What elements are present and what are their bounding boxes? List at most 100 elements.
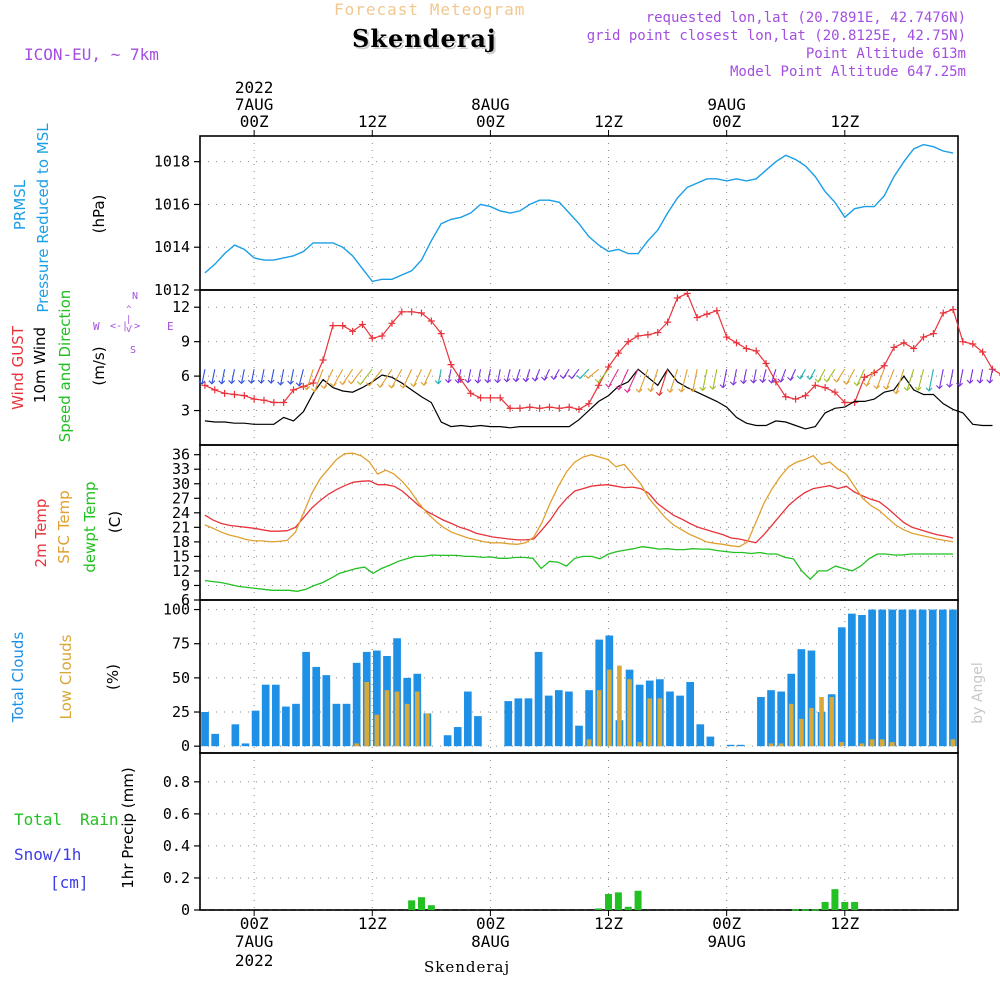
wind-gust-marker: [309, 379, 317, 387]
pressure-line: [204, 143, 954, 283]
wind-arrow-head: [584, 374, 592, 379]
wind-arrow-head: [257, 379, 265, 384]
wind-arrow-head: [624, 388, 631, 394]
wind-arrow-head: [576, 375, 584, 380]
wind-gust-marker: [693, 314, 701, 322]
total-cloud-bar: [524, 698, 533, 747]
wind-arrow-head: [833, 378, 840, 383]
wind-arrow-head: [356, 381, 364, 386]
wind-gust-marker: [614, 349, 622, 357]
wind-gust-marker: [388, 319, 396, 327]
wind-gust-marker: [782, 393, 790, 401]
wind-direction-arrow: [260, 369, 265, 384]
wind-direction-arrow: [467, 369, 472, 383]
top-date-label: 7AUG: [235, 95, 274, 114]
low-cloud-bar: [586, 739, 592, 747]
wind-gust-marker: [585, 400, 593, 408]
wind-direction-arrow: [290, 369, 295, 385]
wind-arrow-head: [311, 388, 318, 393]
wind-arrow-head: [709, 385, 717, 390]
wind-arrow-head: [303, 386, 311, 391]
total-cloud-bar: [463, 691, 472, 747]
wind-direction-arrow: [959, 369, 964, 387]
wind-rose-s: S: [130, 345, 137, 356]
total-cloud-bar: [231, 724, 240, 747]
low-cloud-bar: [829, 696, 834, 747]
wind-arrow-head: [484, 379, 492, 384]
wind-gust-marker: [349, 327, 357, 335]
low-cloud-bar: [778, 743, 784, 747]
total-cloud-bar: [918, 609, 927, 747]
total-cloud-bar: [534, 651, 543, 747]
wind-gust-line: [204, 292, 1000, 411]
rain-bar: [851, 901, 859, 910]
total-cloud-bar: [686, 681, 695, 747]
total-cloud-bar: [211, 733, 220, 747]
wind-direction-arrow: [742, 369, 747, 384]
wind-direction-arrow: [437, 369, 442, 384]
wind-direction-arrow: [402, 368, 413, 389]
wind-direction-arrow: [391, 368, 403, 389]
wind-direction-arrow: [722, 369, 728, 388]
wind-direction-arrow: [771, 369, 777, 384]
rain-bar: [595, 908, 603, 910]
top-hour-label: 12Z: [594, 112, 623, 131]
top-year-label: 2022: [235, 78, 274, 97]
total-cloud-bar: [777, 691, 785, 747]
rain-bar: [821, 901, 829, 910]
low-cloud-bar: [374, 714, 380, 747]
bottom-hour-label: 12Z: [358, 914, 387, 933]
total-cloud-bar: [282, 706, 290, 747]
wind-arrow-head: [320, 384, 328, 390]
total-cloud-bar: [585, 690, 593, 747]
wind-direction-arrow: [638, 369, 649, 393]
wind-arrow-head: [853, 382, 861, 387]
wind-arrow-head: [814, 378, 822, 383]
bottom-hour-label: 00Z: [240, 914, 269, 933]
wind-gust-marker: [516, 404, 524, 412]
total-cloud-bar: [312, 666, 321, 747]
wind-arrow-head: [512, 378, 520, 383]
low-cloud-bar: [596, 690, 602, 747]
wind-gust-marker: [280, 399, 288, 407]
wind-arrow-head: [863, 382, 871, 387]
total-cloud-bar: [261, 684, 270, 747]
wind-gust-marker: [358, 320, 366, 328]
wind-gust-marker: [683, 289, 691, 297]
wind-direction-arrow: [534, 369, 541, 381]
wind-gust-marker: [959, 338, 967, 346]
temperature-ytick-label: 9: [181, 576, 190, 594]
wind-direction-arrow: [240, 369, 245, 384]
temperature-ytick-label: 12: [172, 562, 190, 580]
wind-direction-arrow: [866, 368, 875, 387]
wind-gust-marker: [831, 388, 839, 396]
wind-gust-marker: [575, 405, 583, 413]
wind-arrow-head: [568, 375, 576, 380]
wind-direction-arrow: [231, 369, 235, 384]
wind-direction-arrow: [506, 369, 511, 382]
total-cloud-bar: [514, 698, 523, 747]
temperature-ytick-label: 18: [172, 533, 190, 551]
wind-rose-n: N: [132, 291, 139, 302]
wind-gust-marker: [319, 356, 327, 364]
low-cloud-bar: [627, 679, 632, 747]
wind-gust-marker: [477, 394, 485, 402]
pressure-ytick-label: 1016: [154, 195, 190, 213]
wind-arrow-head: [444, 379, 452, 384]
wind-gust-marker: [496, 394, 504, 402]
wind-direction-arrow: [626, 368, 639, 393]
wind-arrow-head: [376, 383, 384, 388]
wind-gust-marker: [624, 338, 632, 346]
wind-gust-marker: [664, 318, 672, 326]
wind-gust-marker: [250, 395, 258, 403]
rain-bar: [801, 909, 809, 911]
total-cloud-bar: [696, 724, 705, 747]
wind-direction-arrow: [211, 369, 216, 384]
rain-bar: [831, 889, 839, 910]
wind-arrow-head: [434, 380, 442, 385]
wind-arrow-head: [522, 378, 530, 383]
wind-gust-marker: [545, 403, 553, 411]
low-cloud-bar: [425, 713, 430, 747]
pressure-ytick-label: 1012: [154, 281, 190, 299]
total-cloud-bar: [928, 609, 937, 747]
